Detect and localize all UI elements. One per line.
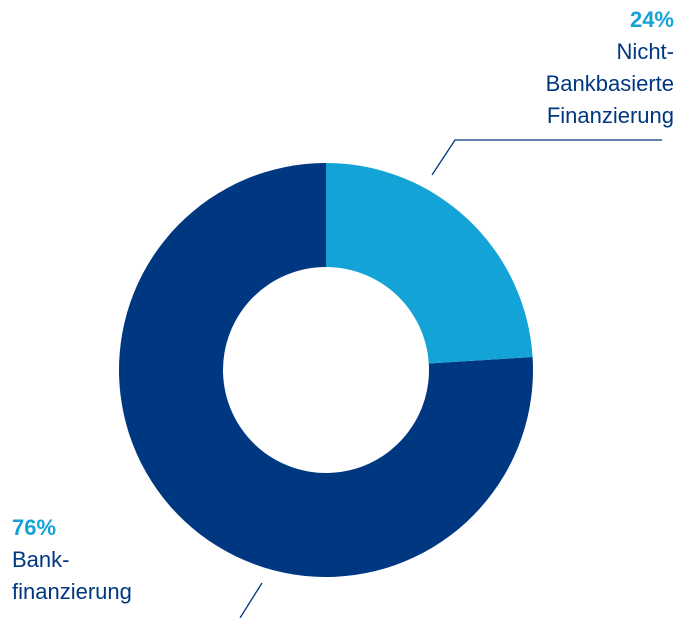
leader-line: [431, 139, 662, 176]
value-label: 24%: [629, 7, 674, 32]
value-label: 76%: [12, 515, 57, 540]
category-label: Nicht-Bankbasierte Finanzierung: [545, 39, 674, 128]
donut-slice: [119, 163, 534, 577]
slice-label: 76% Bank-finanzierung: [12, 512, 172, 608]
category-label: Bank-finanzierung: [12, 547, 132, 604]
donut-slice: [326, 163, 533, 364]
slice-label: 24% Nicht-Bankbasierte Finanzierung: [514, 4, 674, 132]
leader-line: [239, 582, 263, 618]
